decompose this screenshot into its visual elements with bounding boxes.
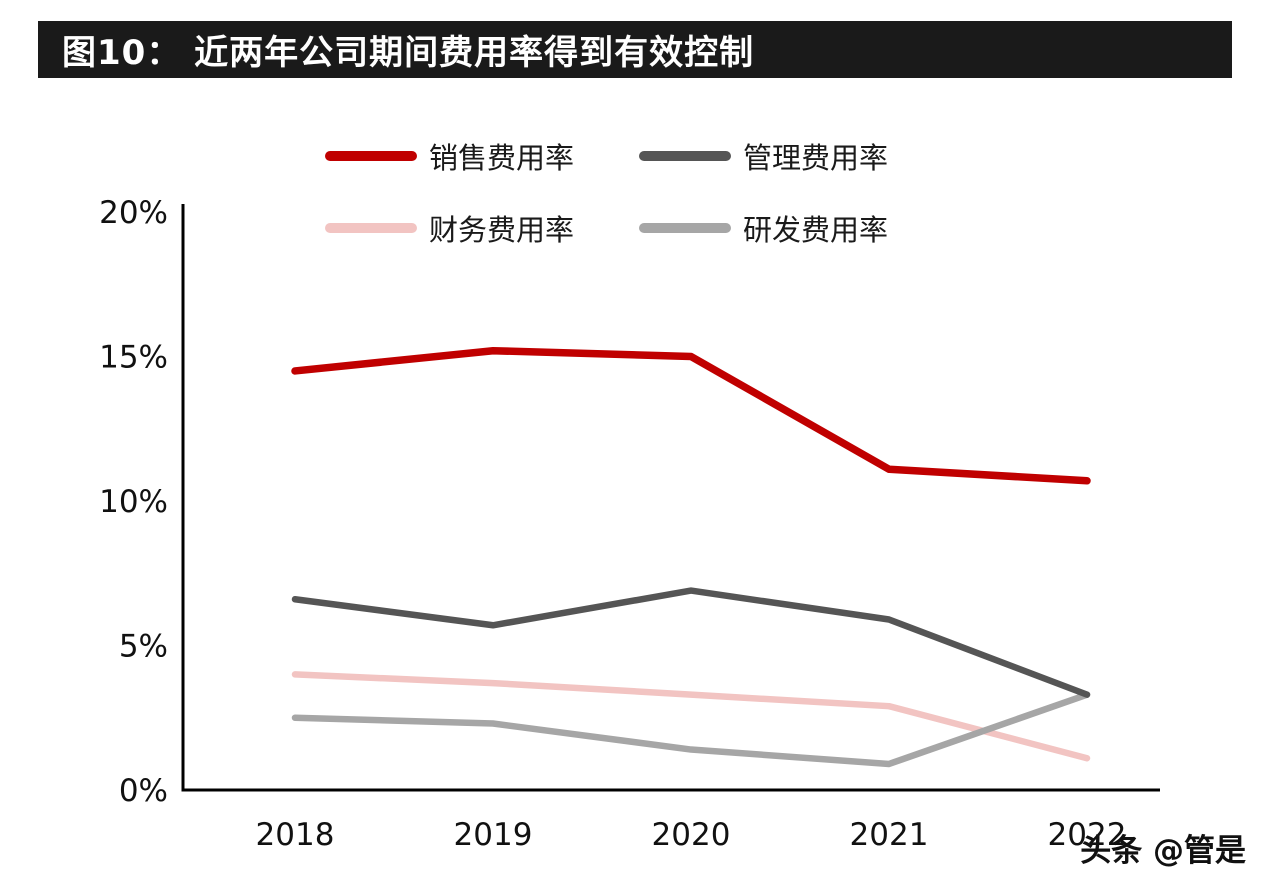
legend-line-swatch	[325, 151, 417, 161]
x-axis-tick-label: 2019	[454, 817, 533, 853]
legend: 销售费用率 管理费用率财务费用率 研发费用率	[0, 135, 1262, 249]
legend-label: 财务费用率	[429, 213, 575, 247]
y-axis-tick-label: 0%	[119, 773, 168, 809]
legend-item: 销售费用率	[325, 135, 623, 177]
series-line-管理费用率	[291, 587, 1091, 698]
y-axis-tick-label: 5%	[119, 629, 168, 665]
legend-label: 管理费用率	[743, 141, 889, 175]
series-line-研发费用率	[291, 691, 1091, 768]
watermark: 头条 @管是	[1080, 833, 1246, 869]
series-line-财务费用率	[291, 671, 1091, 762]
legend-line-swatch	[639, 223, 731, 233]
legend-row: 销售费用率 管理费用率	[325, 135, 937, 177]
series-line-销售费用率	[291, 346, 1091, 485]
legend-item: 研发费用率	[639, 207, 937, 249]
y-axis-tick-label: 20%	[99, 195, 168, 231]
y-axis-tick-label: 10%	[99, 484, 168, 520]
legend-label: 销售费用率	[429, 141, 575, 175]
chart-title-bar: 图10： 近两年公司期间费用率得到有效控制	[38, 21, 1232, 78]
x-axis-tick-label: 2022	[1048, 817, 1127, 853]
chart-title: 图10： 近两年公司期间费用率得到有效控制	[62, 33, 755, 73]
legend-line-swatch	[325, 223, 417, 233]
legend-item: 管理费用率	[639, 135, 937, 177]
legend-line-swatch	[639, 151, 731, 161]
x-axis-tick-label: 2018	[256, 817, 335, 853]
legend-row: 财务费用率 研发费用率	[325, 207, 937, 249]
x-axis-tick-label: 2020	[652, 817, 731, 853]
x-axis-tick-label: 2021	[850, 817, 929, 853]
y-axis-tick-label: 15%	[99, 340, 168, 376]
legend-label: 研发费用率	[743, 213, 889, 247]
legend-item: 财务费用率	[325, 207, 623, 249]
